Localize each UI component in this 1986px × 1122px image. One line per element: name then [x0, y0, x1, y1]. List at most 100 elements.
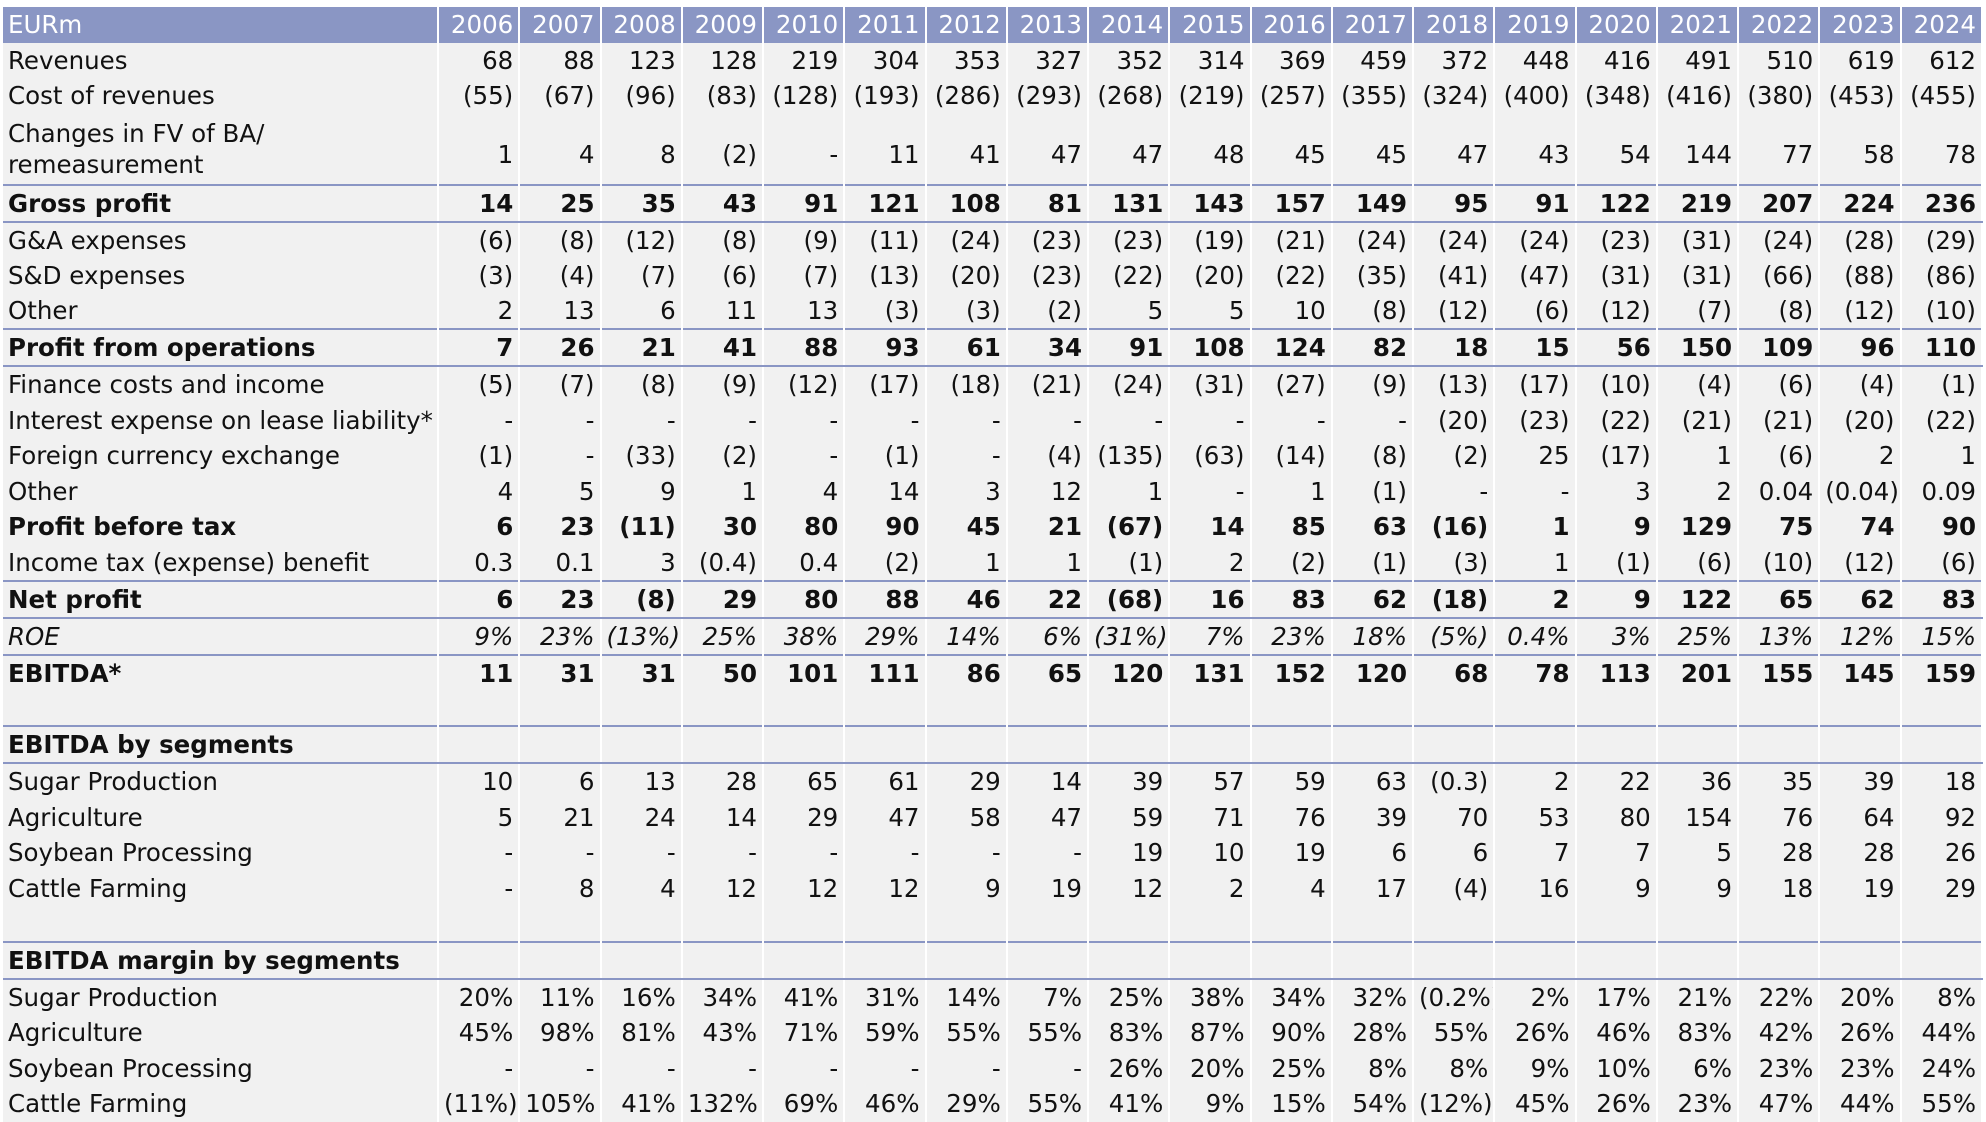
- row-label: Interest expense on lease liability*: [3, 402, 439, 438]
- table-cell: (3): [844, 293, 927, 330]
- table-cell: 0.4: [763, 544, 846, 581]
- table-cell: 149: [1331, 183, 1415, 223]
- table-cell: 14: [438, 183, 521, 223]
- table-cell: [763, 940, 846, 980]
- table-cell: 1: [925, 544, 1008, 581]
- table-cell: 5: [438, 799, 521, 835]
- table-cell: (6): [1656, 544, 1740, 581]
- table-cell: -: [438, 834, 521, 871]
- table-cell: [1494, 940, 1577, 980]
- table-cell: 96: [1819, 328, 1902, 368]
- table-cell: (7): [1656, 293, 1740, 330]
- table-cell: 23%: [1819, 1050, 1902, 1086]
- table-cell: 31%: [844, 978, 927, 1015]
- table-cell: 108: [925, 183, 1008, 223]
- table-cell: 155: [1738, 653, 1821, 691]
- table-cell: [1819, 906, 1902, 942]
- table-cell: (21): [1738, 402, 1821, 438]
- table-cell: [1738, 906, 1821, 942]
- table-cell: -: [925, 437, 1008, 474]
- table-cell: 22%: [1738, 978, 1821, 1015]
- table-cell: 55%: [1006, 1085, 1090, 1122]
- year-header: 2008: [600, 7, 683, 43]
- table-cell: (8): [1331, 293, 1415, 330]
- table-cell: -: [681, 834, 765, 871]
- table-cell: -: [519, 834, 602, 871]
- table-cell: 150: [1656, 328, 1740, 368]
- row-label: Cattle Farming: [3, 1085, 439, 1122]
- table-cell: 26%: [1575, 1085, 1658, 1122]
- table-cell: 6: [1413, 834, 1496, 871]
- table-cell: (0.04): [1819, 473, 1902, 510]
- table-cell: 132%: [681, 1085, 765, 1122]
- table-cell: (9): [763, 221, 846, 258]
- table-cell: 352: [1088, 42, 1171, 79]
- row-label: Gross profit: [3, 183, 439, 223]
- table-cell: (86): [1900, 257, 1983, 294]
- table-cell: 26%: [1819, 1014, 1902, 1051]
- row-label: Income tax (expense) benefit: [3, 544, 439, 581]
- table-cell: 16: [1494, 870, 1577, 907]
- table-cell: 372: [1413, 42, 1496, 79]
- table-cell: [1250, 725, 1333, 765]
- table-cell: 68: [1413, 653, 1496, 691]
- table-row: Other 4 5 9 1 4 14 3 12 1-1 (1) - -3 2 0.04 (0.04) 0.09: [3, 473, 1983, 510]
- table-cell: 9: [925, 870, 1008, 907]
- table-cell: [1900, 725, 1983, 765]
- table-cell: 314: [1169, 42, 1252, 79]
- row-label: ROE: [3, 617, 439, 655]
- table-cell: 201: [1656, 653, 1740, 691]
- table-cell: (7): [600, 257, 683, 294]
- table-cell: 31: [519, 653, 602, 691]
- table-cell: -: [438, 870, 521, 907]
- row-label: S&D expenses: [3, 257, 439, 294]
- table-cell: [681, 906, 765, 942]
- table-cell: 91: [1088, 328, 1171, 368]
- table-cell: 21: [1006, 509, 1090, 545]
- table-cell: -: [763, 113, 846, 185]
- table-cell: 88: [763, 328, 846, 368]
- financial-table: EURm 2006 2007 2008 2009 2010 2011 2012 2013 201…: [3, 7, 1983, 1122]
- table-cell: 236: [1900, 183, 1983, 223]
- table-cell: 46%: [1575, 1014, 1658, 1051]
- table-cell: 1: [1494, 509, 1577, 545]
- table-cell: (5): [438, 366, 521, 403]
- table-cell: 56: [1575, 328, 1658, 368]
- table-cell: 369: [1250, 42, 1333, 79]
- table-cell: (21): [1656, 402, 1740, 438]
- table-cell: -: [1006, 834, 1090, 871]
- header-row: EURm 2006 2007 2008 2009 2010 2011 2012 2013 201…: [3, 7, 1983, 43]
- table-cell: 152: [1250, 653, 1333, 691]
- table-cell: 26: [1900, 834, 1983, 871]
- table-row: Agriculture 5 21 24 14 29 47 58 47 59 71 76 39 70 53 80…: [3, 799, 1983, 835]
- table-cell: 65: [1006, 653, 1090, 691]
- table-cell: (12): [763, 366, 846, 403]
- table-cell: 9: [1656, 870, 1740, 907]
- table-cell: (380): [1738, 78, 1821, 114]
- table-cell: (455): [1900, 78, 1983, 114]
- table-cell: (6): [1494, 293, 1577, 330]
- table-cell: 2: [1819, 437, 1902, 474]
- table-cell: 25: [1494, 437, 1577, 474]
- table-cell: (6): [1900, 544, 1983, 581]
- table-cell: 6%: [1006, 617, 1090, 655]
- table-cell: 13%: [1738, 617, 1821, 655]
- table-cell: 0.1: [519, 544, 602, 581]
- table-cell: 10%: [1575, 1050, 1658, 1086]
- table-cell: (13): [844, 257, 927, 294]
- table-cell: 47: [844, 799, 927, 835]
- table-cell: (23): [1006, 221, 1090, 258]
- table-cell: [1413, 906, 1496, 942]
- table-cell: 55%: [1006, 1014, 1090, 1051]
- table-cell: 47: [1413, 113, 1496, 185]
- table-cell: (193): [844, 78, 927, 114]
- table-cell: [1169, 690, 1252, 727]
- table-cell: (2): [844, 544, 927, 581]
- table-cell: -: [438, 1050, 521, 1086]
- table-cell: 219: [763, 42, 846, 79]
- table-cell: (1): [844, 437, 927, 474]
- table-cell: 10: [1250, 293, 1333, 330]
- table-cell: 10: [1169, 834, 1252, 871]
- table-cell: (66): [1738, 257, 1821, 294]
- year-header: 2012: [925, 7, 1008, 43]
